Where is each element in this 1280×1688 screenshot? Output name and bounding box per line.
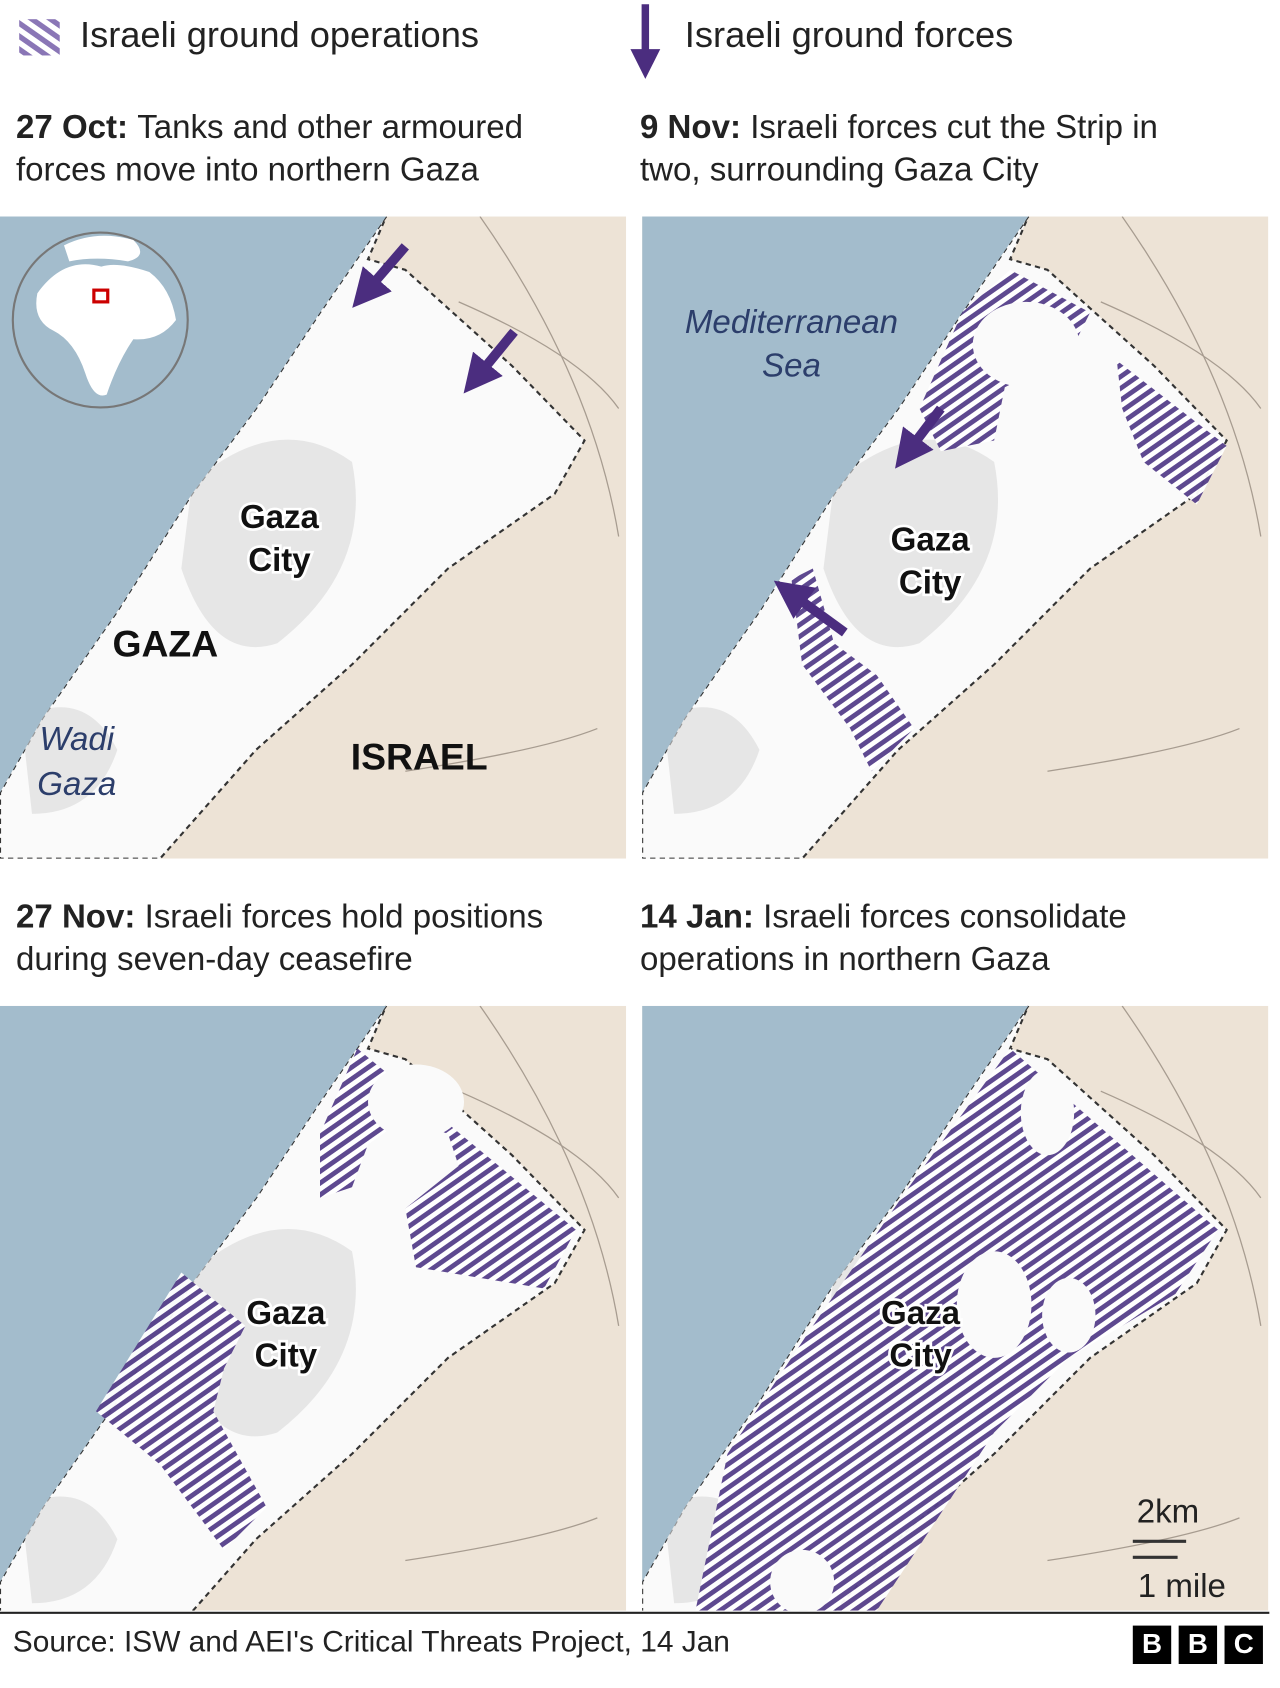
sea-label: Sea [762, 348, 821, 385]
cleared-area [956, 1251, 1032, 1358]
logo-letter: B [1188, 1628, 1208, 1659]
logo-letter: B [1142, 1628, 1162, 1659]
cleared-area [1042, 1277, 1096, 1353]
legend-label: Israeli ground forces [685, 14, 1013, 55]
forces-arrow [895, 405, 945, 469]
caption: two, surrounding Gaza City [640, 151, 1039, 188]
map [642, 1005, 1269, 1611]
road [1121, 216, 1262, 537]
legend-label: Israeli ground operations [80, 14, 479, 55]
road [1047, 727, 1240, 772]
urban-area [21, 1496, 118, 1604]
caption: 27 Nov: Israeli forces hold positions [16, 898, 543, 935]
road [1100, 301, 1262, 409]
place-label: City [255, 1338, 318, 1375]
region-label: GAZA [112, 622, 218, 664]
map [642, 216, 1269, 859]
operations-area [1116, 360, 1227, 505]
scale-label: 1 mile [1138, 1568, 1226, 1605]
road [479, 216, 620, 537]
bbc-logo: B B C [1132, 1625, 1263, 1664]
road [1100, 1090, 1262, 1199]
sea [642, 216, 1029, 793]
cleared-area [1020, 1069, 1075, 1156]
place-label: Gaza [891, 522, 971, 559]
place-label: Gaza [240, 499, 320, 536]
legend-swatch [19, 19, 60, 56]
cleared-area [770, 1549, 835, 1611]
scale-label: 2km [1137, 1493, 1199, 1530]
place-label: Gaza [881, 1295, 961, 1332]
map [0, 1005, 627, 1611]
road [458, 1090, 620, 1199]
road [405, 727, 598, 772]
urban-area [823, 439, 999, 648]
logo-letter: C [1234, 1628, 1254, 1659]
urban-area [181, 1228, 356, 1437]
sea [0, 1005, 387, 1582]
caption: during seven-day ceasefire [16, 941, 413, 978]
road [1047, 1517, 1240, 1562]
sea [642, 1005, 1029, 1582]
road [405, 1517, 598, 1562]
caption: 27 Oct: Tanks and other armoured [16, 109, 523, 146]
caption: forces move into northern Gaza [16, 151, 480, 188]
caption: operations in northern Gaza [640, 941, 1050, 978]
forces-arrow [773, 580, 848, 637]
place-label: Gaza [246, 1295, 326, 1332]
source: Source: ISW and AEI's Critical Threats P… [13, 1626, 730, 1659]
region-label: ISRAEL [351, 735, 488, 777]
road [458, 301, 620, 409]
globe-inset [11, 231, 189, 409]
place-label: City [248, 542, 311, 579]
urban-area [21, 707, 118, 814]
caption: 14 Jan: Israeli forces consolidate [640, 898, 1127, 935]
road [479, 1005, 620, 1326]
sea-label: Mediterranean [685, 304, 898, 341]
caption: 9 Nov: Israeli forces cut the Strip in [640, 109, 1158, 146]
cleared-area [972, 301, 1080, 388]
road [1121, 1005, 1262, 1326]
place-label: City [889, 1338, 952, 1375]
urban-area [181, 439, 356, 648]
urban-area [663, 707, 760, 814]
place-label: City [899, 564, 962, 601]
forces-arrow [463, 328, 518, 394]
river-label: Gaza [37, 766, 116, 803]
forces-arrow [352, 243, 409, 308]
operations-area [695, 1048, 1219, 1611]
river-label: Wadi [39, 721, 115, 758]
cleared-area [368, 1064, 464, 1140]
